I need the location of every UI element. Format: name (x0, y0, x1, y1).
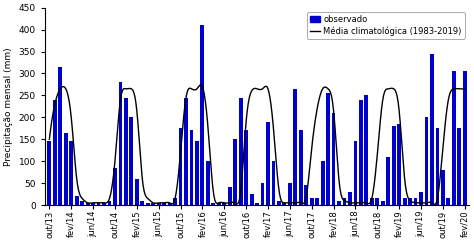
Bar (430, 54, 434, 205)
Bar (91, 203, 95, 205)
Bar (140, 201, 144, 205)
Bar (124, 98, 128, 205)
Bar (403, 198, 407, 205)
Bar (222, 203, 226, 205)
Bar (146, 203, 150, 205)
Bar (80, 201, 84, 205)
Bar (288, 183, 292, 205)
Bar (179, 128, 182, 205)
Bar (97, 203, 100, 205)
Bar (337, 201, 341, 205)
Bar (173, 198, 177, 205)
Bar (244, 130, 248, 205)
Bar (370, 198, 374, 205)
Bar (359, 100, 363, 205)
Bar (168, 203, 172, 205)
Bar (53, 100, 57, 205)
Bar (135, 179, 139, 205)
Bar (348, 192, 352, 205)
Y-axis label: Precipitação mensal (mm): Precipitação mensal (mm) (4, 47, 13, 166)
Bar (354, 141, 357, 205)
Bar (211, 203, 215, 205)
Bar (408, 198, 412, 205)
Bar (386, 157, 390, 205)
Bar (255, 203, 259, 205)
Bar (58, 67, 62, 205)
Bar (321, 161, 325, 205)
Bar (414, 198, 418, 205)
Bar (447, 198, 450, 205)
Bar (392, 126, 396, 205)
Bar (463, 71, 467, 205)
Bar (425, 117, 428, 205)
Bar (272, 161, 275, 205)
Bar (64, 133, 68, 205)
Bar (266, 122, 270, 205)
Bar (381, 201, 385, 205)
Bar (239, 98, 243, 205)
Bar (310, 198, 314, 205)
Bar (315, 198, 319, 205)
Bar (441, 170, 445, 205)
Bar (108, 201, 111, 205)
Bar (113, 168, 117, 205)
Bar (436, 128, 439, 205)
Bar (293, 89, 297, 205)
Bar (365, 95, 368, 205)
Bar (195, 141, 199, 205)
Bar (375, 198, 379, 205)
Bar (86, 203, 90, 205)
Bar (75, 196, 79, 205)
Bar (261, 183, 264, 205)
Bar (228, 188, 232, 205)
Bar (326, 93, 330, 205)
Bar (277, 201, 281, 205)
Bar (184, 98, 188, 205)
Bar (157, 203, 161, 205)
Bar (47, 141, 51, 205)
Legend: observado, Média climatológica (1983-2019): observado, Média climatológica (1983-201… (307, 12, 465, 39)
Bar (397, 124, 401, 205)
Bar (457, 128, 461, 205)
Bar (69, 141, 73, 205)
Bar (283, 203, 286, 205)
Bar (151, 203, 155, 205)
Bar (102, 203, 106, 205)
Bar (233, 139, 237, 205)
Bar (299, 130, 303, 205)
Bar (332, 113, 336, 205)
Bar (190, 130, 193, 205)
Bar (217, 203, 221, 205)
Bar (162, 203, 166, 205)
Bar (129, 117, 133, 205)
Bar (206, 161, 210, 205)
Bar (419, 192, 423, 205)
Bar (304, 185, 308, 205)
Bar (452, 71, 456, 205)
Bar (201, 25, 204, 205)
Bar (118, 82, 122, 205)
Bar (343, 198, 346, 205)
Bar (250, 194, 254, 205)
